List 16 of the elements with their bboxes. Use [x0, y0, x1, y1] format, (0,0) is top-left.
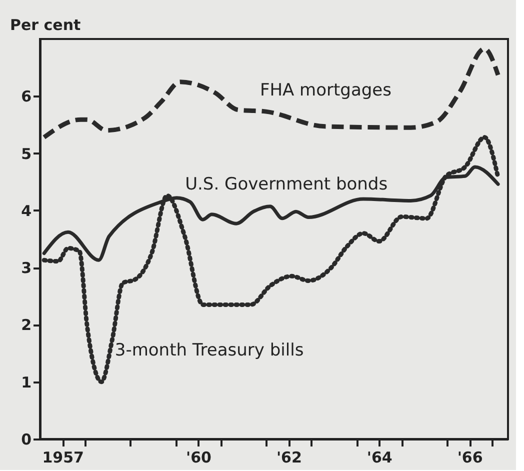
y-axis-title: Per cent [10, 16, 81, 34]
series-label: U.S. Government bonds [185, 174, 388, 195]
y-tick-label: 2 [21, 316, 32, 334]
x-tick-label: 1957 [42, 448, 84, 466]
x-tick-label: '60 [186, 448, 212, 466]
y-tick-label: 0 [21, 430, 32, 448]
x-tick-label: '64 [366, 448, 392, 466]
y-tick-label: 1 [21, 373, 32, 392]
series-label: 3-month Treasury bills [114, 340, 304, 360]
y-tick-label: 6 [21, 88, 32, 106]
y-tick-label: 4 [21, 202, 32, 220]
x-tick-label: '66 [457, 448, 483, 466]
y-tick-label: 3 [21, 259, 32, 278]
series-label: FHA mortgages [260, 80, 392, 100]
x-tick-label: '62 [276, 448, 302, 466]
y-tick-label: 5 [21, 144, 32, 163]
